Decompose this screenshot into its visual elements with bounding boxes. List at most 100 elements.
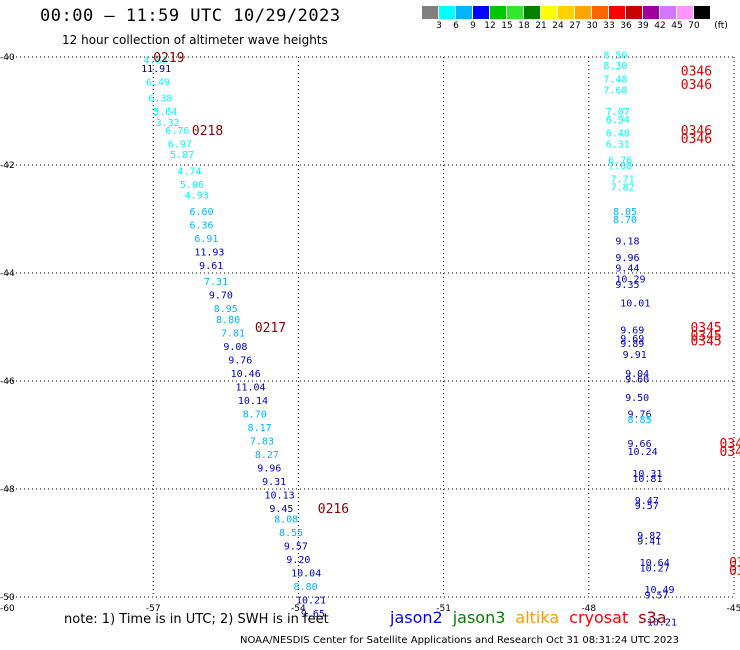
wave-height-point: 10.27 (640, 563, 670, 574)
legend-label: 39 (637, 21, 649, 31)
wave-height-point: 9.82 (637, 531, 661, 542)
page-title: 00:00 – 11:59 UTC 10/29/2023 (40, 6, 341, 26)
wave-height-point: 10.64 (640, 558, 670, 569)
wave-height-point: 9.57 (635, 501, 659, 512)
wave-height-point: 7.82 (611, 183, 635, 194)
pass-time-label: 0217 (255, 321, 286, 336)
pass-time-label: 0216 (318, 502, 349, 517)
wave-height-point: 7.08 (608, 161, 632, 172)
legend-label: 42 (654, 21, 666, 31)
wave-height-point: 9.60 (625, 374, 649, 385)
legend-swatch (524, 6, 540, 19)
wave-height-point: 6.36 (190, 220, 214, 231)
legend-label: 33 (603, 21, 615, 31)
wave-height-point: 11.04 (235, 382, 265, 393)
wave-height-point: 10.29 (615, 274, 645, 285)
wave-height-point: 8.27 (255, 450, 279, 461)
page-subtitle: 12 hour collection of altimeter wave hei… (62, 33, 328, 47)
wave-height-point: 9.65 (301, 609, 325, 620)
wave-height-point: 10.49 (644, 585, 674, 596)
wave-height-point: 5.64 (153, 107, 177, 118)
pass-time-label: 034 (729, 564, 740, 579)
wave-height-point: 10.21 (647, 617, 677, 628)
wave-height-point: 7.07 (606, 107, 630, 118)
legend-swatch (660, 6, 676, 19)
legend-swatch (558, 6, 574, 19)
wave-height-point: 9.35 (615, 280, 639, 291)
wave-height-point: 7.71 (611, 175, 635, 186)
satellite-legend: jason2 jason3 altika cryosat s3a (390, 608, 677, 627)
legend-swatch (456, 6, 472, 19)
wave-height-point: 9.47 (635, 496, 659, 507)
lon-tick-label: -54 (291, 604, 306, 614)
lat-bottom-label: -60 (0, 604, 15, 614)
legend-swatch (541, 6, 557, 19)
legend-swatch (694, 6, 710, 19)
wave-height-point: 7.68 (603, 85, 627, 96)
pass-time-label: 0345 (690, 335, 721, 350)
legend-label: 27 (569, 21, 581, 31)
wave-height-point: 6.97 (168, 139, 192, 150)
wave-height-point: 9.69 (620, 326, 644, 337)
wave-height-point: 8.50 (603, 50, 627, 61)
legend-swatch (439, 6, 455, 19)
pass-time-label: 0346 (681, 65, 712, 80)
wave-height-point: 9.61 (199, 261, 223, 272)
lat-tick-label: -48 (0, 485, 15, 495)
lat-tick-label: -46 (0, 377, 15, 387)
lon-tick-label: -51 (436, 604, 451, 614)
pass-time-label: 0346 (681, 132, 712, 147)
wave-height-point: 6.48 (606, 129, 630, 140)
credit-line: NOAA/NESDIS Center for Satellite Applica… (240, 635, 679, 646)
legend-unit: (ft) (714, 21, 728, 31)
pass-time-label: 0344 (719, 445, 740, 460)
wave-height-point: 7.31 (204, 277, 228, 288)
wave-height-point: 5.06 (180, 180, 204, 191)
wave-height-point: 9.66 (628, 439, 652, 450)
wave-height-point: 6.49 (146, 77, 170, 88)
wave-height-point: 9.91 (623, 350, 647, 361)
pass-time-label: 0345 (690, 321, 721, 336)
wave-height-point: 6.31 (606, 139, 630, 150)
pass-time-label: 0346 (681, 78, 712, 93)
satellite-label-altika: altika (515, 608, 560, 627)
wave-height-point: 10.21 (296, 596, 326, 607)
wave-height-point: 10.14 (238, 396, 268, 407)
wave-height-point: 8.17 (248, 423, 272, 434)
legend-swatch (609, 6, 625, 19)
wave-height-point: 10.46 (231, 369, 261, 380)
legend-swatch (422, 6, 438, 19)
wave-height-point: 9.31 (262, 477, 286, 488)
wave-height-point: 9.57 (644, 590, 668, 601)
wave-height-point: 9.04 (625, 369, 649, 380)
wave-height-point: 9.89 (620, 339, 644, 350)
wave-height-point: 4.93 (185, 191, 209, 202)
legend-label: 9 (470, 21, 476, 31)
wave-height-point: 8.80 (294, 582, 318, 593)
wave-height-point: 8.70 (243, 409, 267, 420)
wave-height-point: 9.44 (615, 264, 639, 275)
wave-height-point: 10.01 (620, 299, 650, 310)
legend-swatch (575, 6, 591, 19)
wave-height-point: 8.08 (274, 515, 298, 526)
satellite-label-s3a: s3a (638, 608, 667, 627)
legend-label: 30 (586, 21, 598, 31)
wave-height-point: 9.20 (286, 555, 310, 566)
satellite-label-jason2: jason2 (390, 608, 443, 627)
wave-height-point: 4.83 (144, 56, 168, 67)
lat-tick-label: -40 (0, 53, 15, 63)
legend-label: 70 (688, 21, 700, 31)
legend-label: 45 (671, 21, 683, 31)
legend-label: 36 (620, 21, 632, 31)
legend-swatch (592, 6, 608, 19)
footer-note: note: 1) Time is in UTC; 2) SWH is in fe… (64, 612, 329, 627)
wave-height-point: 8.05 (613, 207, 637, 218)
wave-height-point: 9.70 (209, 291, 233, 302)
wave-height-point: 8.55 (279, 528, 303, 539)
wave-height-point: 7.83 (250, 436, 274, 447)
wave-height-point: 9.08 (223, 342, 247, 353)
pass-time-label: 0218 (192, 124, 223, 139)
lon-tick-label: -45 (727, 604, 740, 614)
